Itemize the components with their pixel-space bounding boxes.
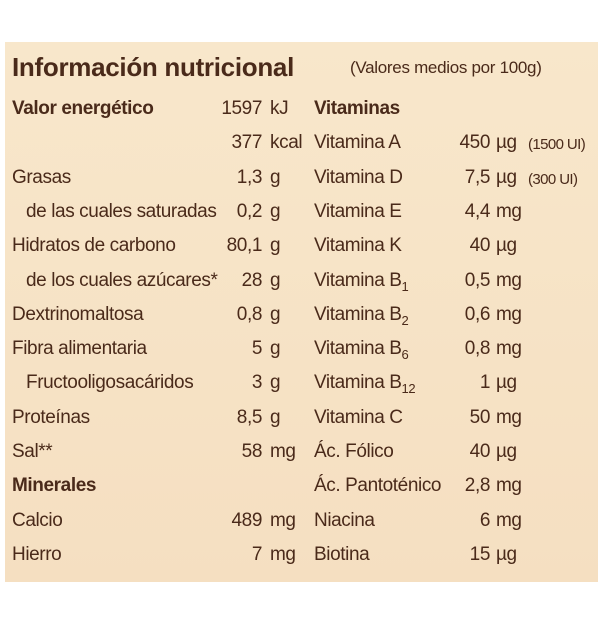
nutrient-name-text: Vitamina B (314, 303, 402, 325)
nutrient-value: 5 (251, 338, 263, 360)
nutrient-name: Niacina (314, 509, 375, 531)
nutrient-value: 80,1 (226, 235, 263, 257)
nutrient-unit: g (270, 200, 281, 222)
nutrient-subscript: 12 (401, 381, 416, 397)
nutrient-name: de las cuales saturadas (26, 200, 217, 222)
nutrient-value: 3 (251, 372, 263, 394)
nutrient-name: Hidratos de carbono (12, 235, 176, 257)
nutrient-unit: mg (496, 269, 522, 291)
title: Información nutricional (12, 52, 295, 82)
nutrient-value: 1 (479, 372, 491, 394)
nutrient-unit: µg (496, 166, 517, 188)
nutrient-name: Proteínas (12, 406, 90, 428)
nutrient-unit: mg (496, 406, 522, 428)
nutrient-value: 377 (231, 132, 262, 154)
nutrient-unit: µg (496, 441, 517, 462)
nutrient-unit: µg (496, 372, 517, 394)
nutrient-name: Vitamina B6 (314, 338, 409, 363)
nutrient-unit: g (270, 269, 281, 291)
nutrient-unit: mg (270, 509, 296, 531)
nutrient-unit: mg (270, 441, 296, 462)
nutrient-name: Dextrinomaltosa (12, 303, 144, 325)
nutrient-subscript: 6 (401, 347, 409, 363)
nutrient-name: Vitamina E (314, 200, 402, 222)
nutrient-unit: µg (496, 132, 517, 154)
nutrient-name: Vitamina K (314, 235, 402, 257)
nutrient-value: 0,8 (464, 338, 491, 360)
nutrient-value: 0,6 (464, 303, 491, 325)
nutrient-name: Vitamina B12 (314, 372, 416, 397)
nutrient-name: Minerales (12, 475, 97, 497)
nutrient-value: 50 (469, 406, 491, 428)
nutrient-value: 1,3 (236, 166, 263, 188)
nutrient-unit: mg (496, 475, 522, 497)
nutrition-panel (5, 42, 598, 582)
nutrient-unit: mg (270, 543, 296, 565)
nutrient-value: 6 (479, 509, 491, 531)
nutrient-name: Biotina (314, 543, 370, 565)
nutrient-name-text: Vitamina B (314, 269, 402, 291)
nutrient-subscript: 1 (401, 278, 409, 294)
nutrient-unit: g (270, 303, 281, 325)
nutrient-name: Hierro (12, 543, 62, 565)
nutrient-name: Vitamina B2 (314, 303, 409, 328)
nutrient-name: Vitamina A (314, 132, 401, 154)
nutrient-value: 4,4 (464, 200, 491, 222)
nutrient-unit: mg (496, 303, 522, 325)
nutrient-value: 15 (469, 543, 491, 565)
nutrient-value: 489 (231, 509, 262, 531)
nutrient-name: Vitamina B1 (314, 269, 409, 294)
nutrient-unit: mg (496, 200, 522, 222)
nutrient-unit: g (270, 235, 281, 257)
nutrient-name: Grasas (12, 166, 71, 188)
nutrient-name: Ác. Fólico (314, 441, 394, 462)
nutrient-note: (1500 UI) (528, 136, 586, 154)
nutrient-unit: g (270, 372, 281, 394)
nutrient-value: 28 (241, 269, 263, 291)
nutrient-value: 0,5 (464, 269, 491, 291)
nutrient-value: 7 (251, 543, 263, 565)
nutrient-value: 58 (241, 441, 263, 462)
nutrient-note: (300 UI) (528, 170, 578, 188)
nutrient-unit: mg (496, 338, 522, 360)
nutrient-name: Valor energético (12, 98, 154, 119)
nutrient-name-text: Vitamina B (314, 338, 402, 360)
subtitle: (Valores medios por 100g) (350, 58, 542, 77)
nutrient-value: 0,8 (236, 303, 263, 325)
nutrient-name: Vitamina D (314, 166, 403, 188)
nutrient-name: Calcio (12, 509, 63, 531)
nutrient-name-text: Vitamina B (314, 372, 402, 394)
nutrient-name: Vitaminas (314, 98, 400, 119)
nutrient-value: 8,5 (236, 406, 263, 428)
nutrient-value: 450 (459, 132, 490, 154)
nutrient-value: 2,8 (464, 475, 491, 497)
nutrient-subscript: 2 (401, 312, 409, 328)
nutrient-name: Fructooligosacáridos (26, 372, 194, 394)
nutrient-unit: g (270, 166, 281, 188)
nutrient-name: Ác. Pantoténico (314, 475, 442, 497)
nutrient-unit: kJ (270, 98, 289, 119)
nutrient-value: 1597 (221, 98, 262, 119)
nutrient-value: 40 (469, 235, 491, 257)
nutrient-name: Fibra alimentaria (12, 338, 147, 360)
nutrient-unit: mg (496, 509, 522, 531)
nutrient-unit: µg (496, 543, 517, 565)
nutrient-name: de los cuales azúcares* (26, 269, 218, 291)
nutrient-name: Vitamina C (314, 406, 403, 428)
nutrient-unit: g (270, 338, 281, 360)
nutrient-value: 40 (469, 441, 491, 462)
nutrient-unit: g (270, 406, 281, 428)
nutrient-unit: µg (496, 235, 517, 257)
nutrient-value: 0,2 (236, 200, 263, 222)
nutrient-unit: kcal (270, 132, 303, 154)
nutrient-value: 7,5 (464, 166, 491, 188)
nutrient-name: Sal** (12, 441, 53, 462)
